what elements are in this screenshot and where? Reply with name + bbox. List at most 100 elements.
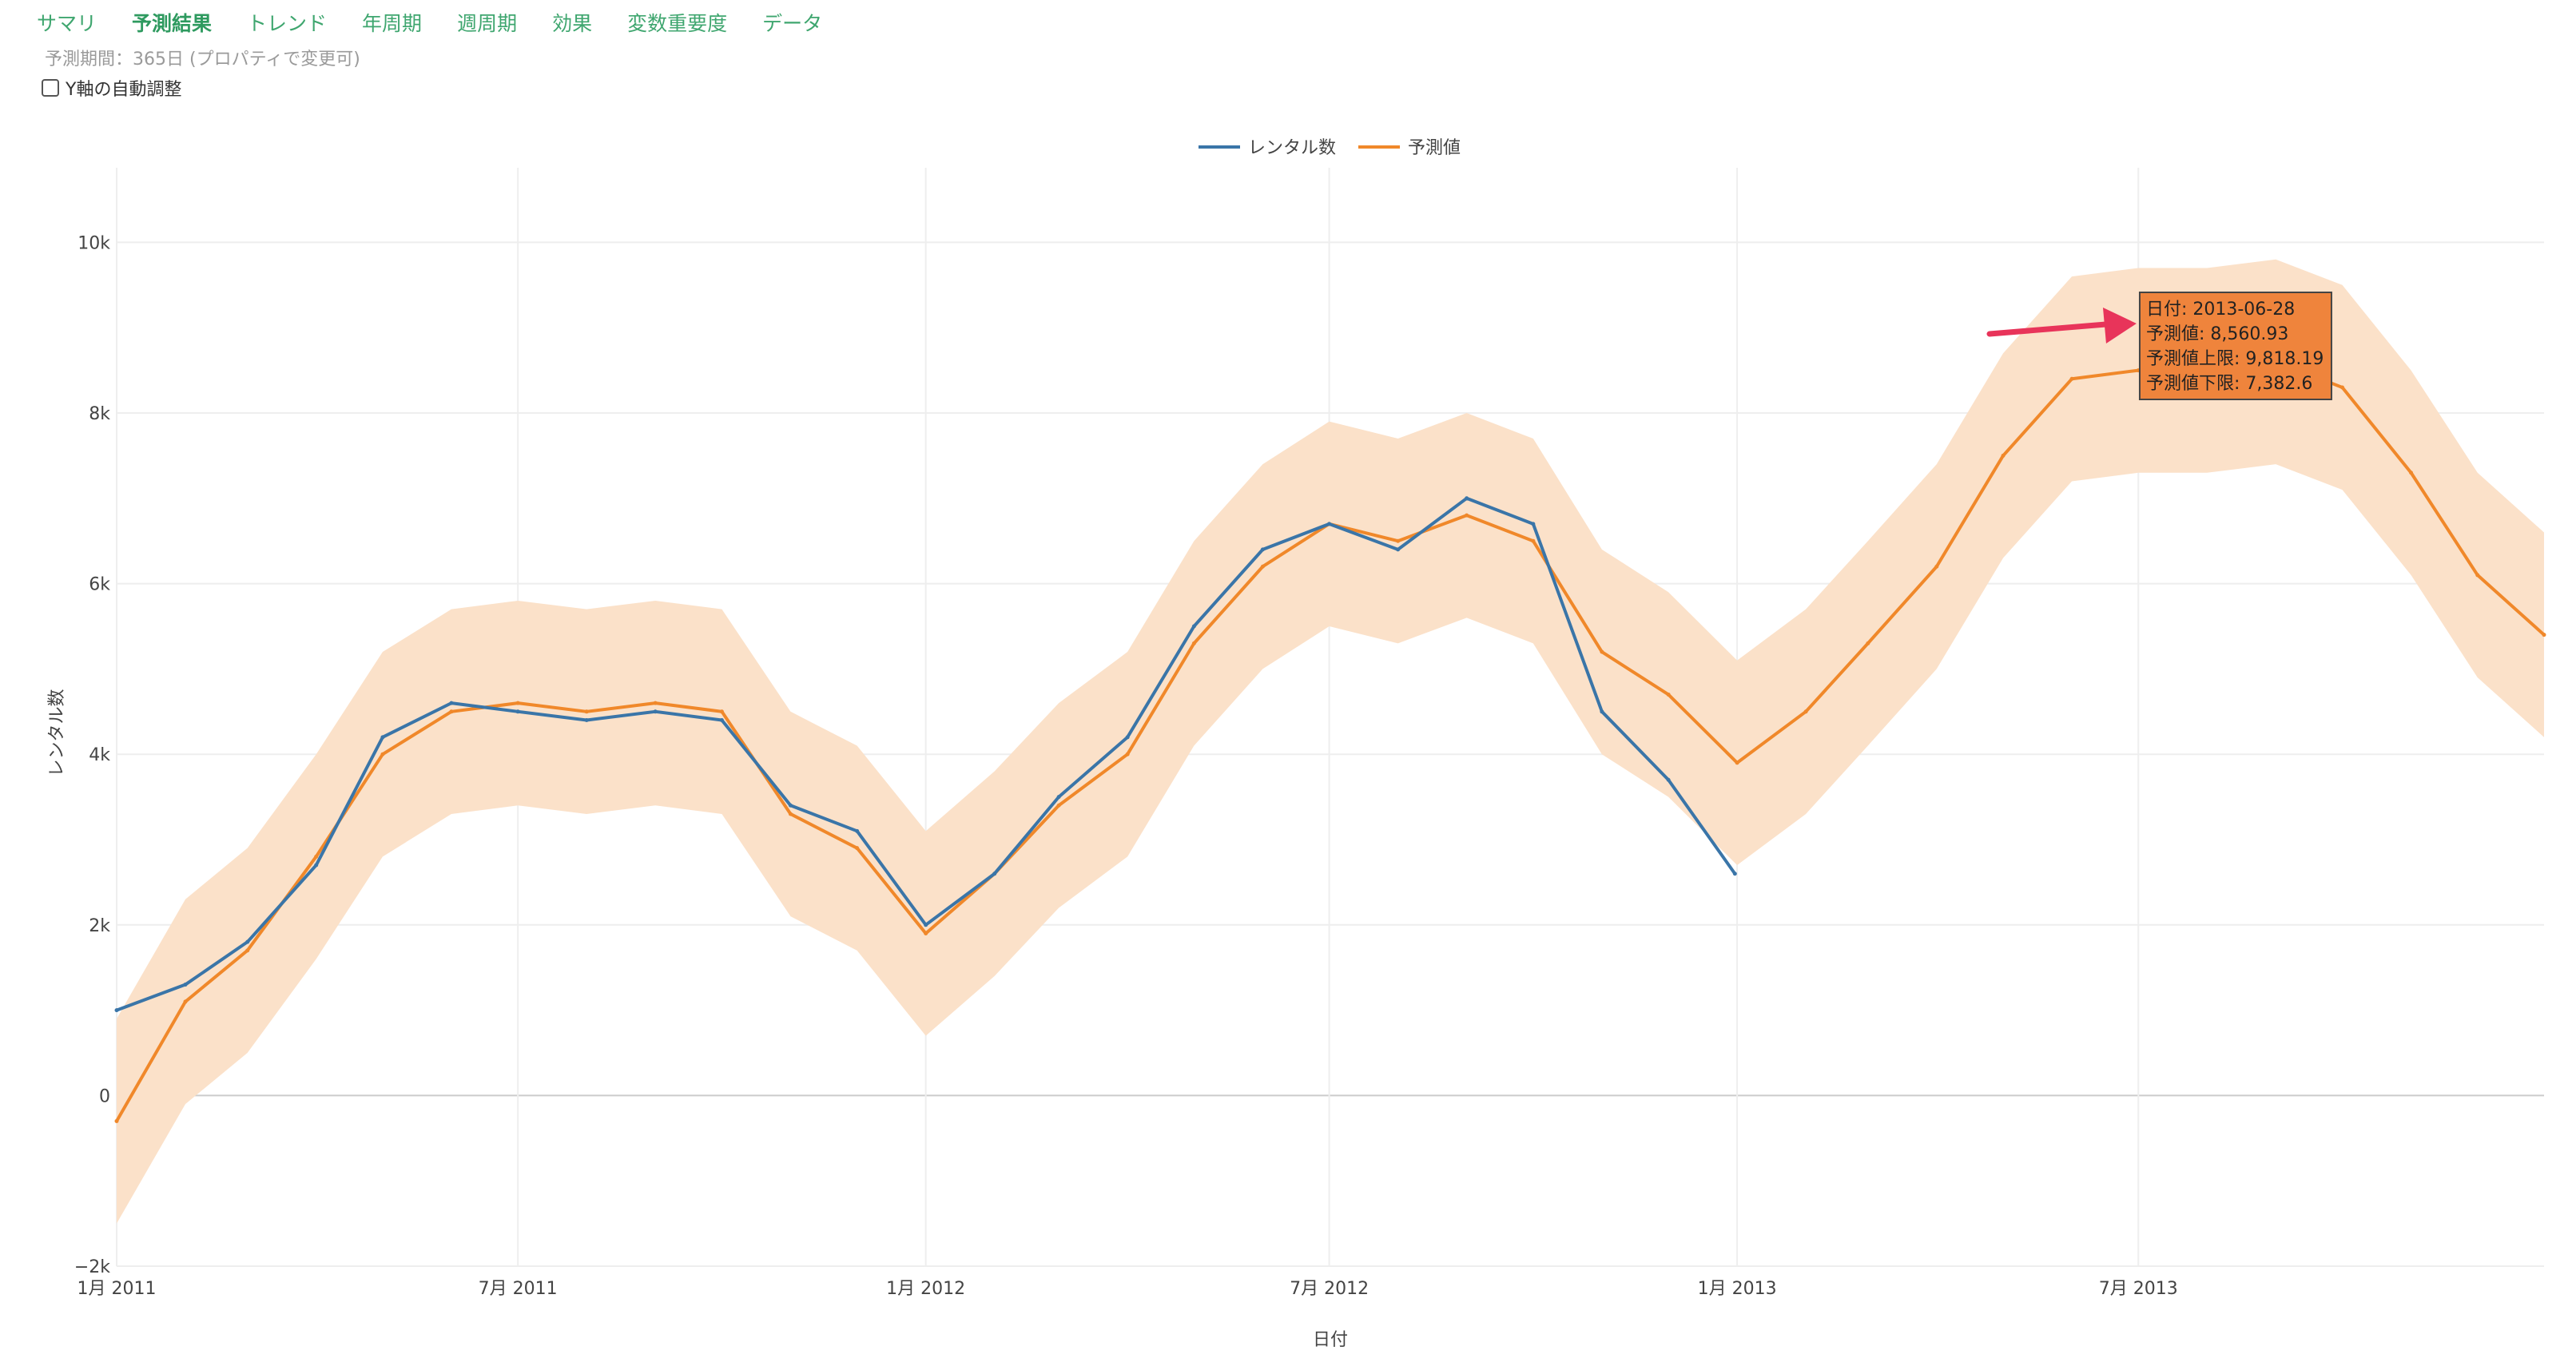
autoscale-checkbox[interactable] xyxy=(42,79,59,97)
predicted-point xyxy=(114,1118,119,1123)
predicted-point xyxy=(788,812,793,816)
tab-variable-importance[interactable]: 変数重要度 xyxy=(627,12,728,35)
legend: レンタル数 予測値 xyxy=(1199,138,1461,158)
y-tick-label: 10k xyxy=(78,233,110,253)
y-tick-label: −2k xyxy=(74,1257,110,1277)
actual-point xyxy=(992,872,997,876)
predicted-point xyxy=(1866,641,1870,645)
tooltip-line: 予測値: 8,560.93 xyxy=(2146,324,2288,344)
legend-label-predicted: 予測値 xyxy=(1408,138,1461,158)
actual-point xyxy=(1327,522,1332,526)
tooltip-line: 予測値上限: 9,818.19 xyxy=(2146,349,2324,369)
autoscale-label: Y軸の自動調整 xyxy=(66,80,182,100)
actual-point xyxy=(1191,624,1196,629)
actual-point xyxy=(1600,709,1604,714)
tab-data[interactable]: データ xyxy=(762,12,823,35)
actual-point xyxy=(183,983,188,987)
actual-point xyxy=(114,1008,119,1013)
predicted-point xyxy=(2542,633,2546,637)
actual-point xyxy=(1396,547,1401,552)
x-tick-label: 7月 2011 xyxy=(479,1279,558,1299)
y-tick-label: 2k xyxy=(89,916,110,936)
predicted-point xyxy=(1803,709,1808,714)
predicted-point xyxy=(1666,692,1671,697)
tab-bar: サマリ 予測結果 トレンド 年周期 週周期 効果 変数重要度 データ xyxy=(37,6,857,42)
predicted-point xyxy=(2475,573,2480,578)
predicted-point xyxy=(1735,760,1739,765)
predicted-point xyxy=(245,948,250,953)
predicted-point xyxy=(1934,564,1939,569)
predicted-point xyxy=(1396,538,1401,543)
tab-trend[interactable]: トレンド xyxy=(247,12,328,35)
confidence-band xyxy=(117,259,2544,1224)
actual-point xyxy=(1531,522,1536,526)
actual-point xyxy=(245,939,250,944)
prediction-interval-band xyxy=(117,259,2544,1224)
predicted-point xyxy=(2409,471,2414,475)
tooltip-line: 予測値下限: 7,382.6 xyxy=(2146,374,2312,394)
actual-point xyxy=(719,717,724,722)
predicted-point xyxy=(1531,538,1536,543)
y-axis-title: レンタル数 xyxy=(47,689,67,776)
predicted-point xyxy=(1056,803,1061,808)
actual-point xyxy=(788,803,793,808)
series-lines xyxy=(114,359,2546,1123)
y-tick-label: 8k xyxy=(89,404,110,424)
predicted-point xyxy=(449,709,454,714)
actual-point xyxy=(515,709,520,714)
forecast-period-note: 予測期間：365日 (プロパティで変更可) xyxy=(45,50,360,69)
predicted-point xyxy=(855,846,860,851)
predicted-point xyxy=(2340,385,2345,390)
legend-label-actual: レンタル数 xyxy=(1248,138,1336,158)
tab-weekly[interactable]: 週周期 xyxy=(457,12,518,35)
predicted-point xyxy=(924,931,928,935)
y-tick-label: 4k xyxy=(89,745,110,765)
x-tick-label: 1月 2011 xyxy=(78,1279,157,1299)
tab-yearly[interactable]: 年周期 xyxy=(362,12,423,35)
tab-forecast-results[interactable]: 予測結果 xyxy=(132,12,213,35)
tooltip-line: 日付: 2013-06-28 xyxy=(2146,300,2295,320)
actual-point xyxy=(314,863,319,868)
predicted-point xyxy=(2069,376,2074,381)
predicted-point xyxy=(1260,564,1265,569)
actual-point xyxy=(1125,735,1130,740)
x-tick-label: 7月 2013 xyxy=(2099,1279,2178,1299)
x-tick-label: 1月 2012 xyxy=(886,1279,965,1299)
predicted-point xyxy=(515,701,520,705)
actual-point xyxy=(584,717,589,722)
predicted-point xyxy=(1125,752,1130,756)
actual-point xyxy=(855,828,860,833)
predicted-point xyxy=(380,752,385,756)
actual-point xyxy=(1056,795,1061,800)
y-tick-label: 6k xyxy=(89,575,110,595)
actual-point xyxy=(380,735,385,740)
axes: −2k 0 2k 4k 6k 8k 10k 1月 2011 7月 2011 1月 2012 7月 2… xyxy=(47,233,2178,1350)
tab-effects[interactable]: 効果 xyxy=(552,12,593,35)
annotation-arrow-head xyxy=(2102,308,2137,343)
predicted-point xyxy=(1465,513,1469,518)
actual-point xyxy=(1465,496,1469,501)
tooltip-box xyxy=(2138,292,2332,400)
tab-summary[interactable]: サマリ xyxy=(37,12,97,35)
predicted-point xyxy=(314,854,319,859)
y-tick-label: 0 xyxy=(99,1086,110,1106)
predicted-point xyxy=(183,999,188,1004)
x-tick-label: 7月 2012 xyxy=(1290,1279,1369,1299)
actual-point xyxy=(1732,872,1737,876)
predicted-point xyxy=(653,701,658,705)
actual-point xyxy=(653,709,658,714)
actual-point xyxy=(1666,777,1671,782)
actual-point xyxy=(449,701,454,705)
actual-point xyxy=(1260,547,1265,552)
predicted-point xyxy=(1600,649,1604,654)
hover-tooltip: 日付: 2013-06-28 予測値: 8,560.93 予測値上限: 9,818.… xyxy=(1986,292,2332,400)
predicted-point xyxy=(2001,453,2006,458)
predicted-point xyxy=(584,709,589,714)
x-tick-label: 1月 2013 xyxy=(1698,1279,1777,1299)
predicted-point xyxy=(1191,641,1196,645)
x-axis-title: 日付 xyxy=(1313,1330,1348,1350)
predicted-point xyxy=(719,709,724,714)
y-axis-autoscale-toggle[interactable]: Y軸の自動調整 xyxy=(42,75,181,101)
annotation-arrow-shaft xyxy=(1986,320,2119,337)
